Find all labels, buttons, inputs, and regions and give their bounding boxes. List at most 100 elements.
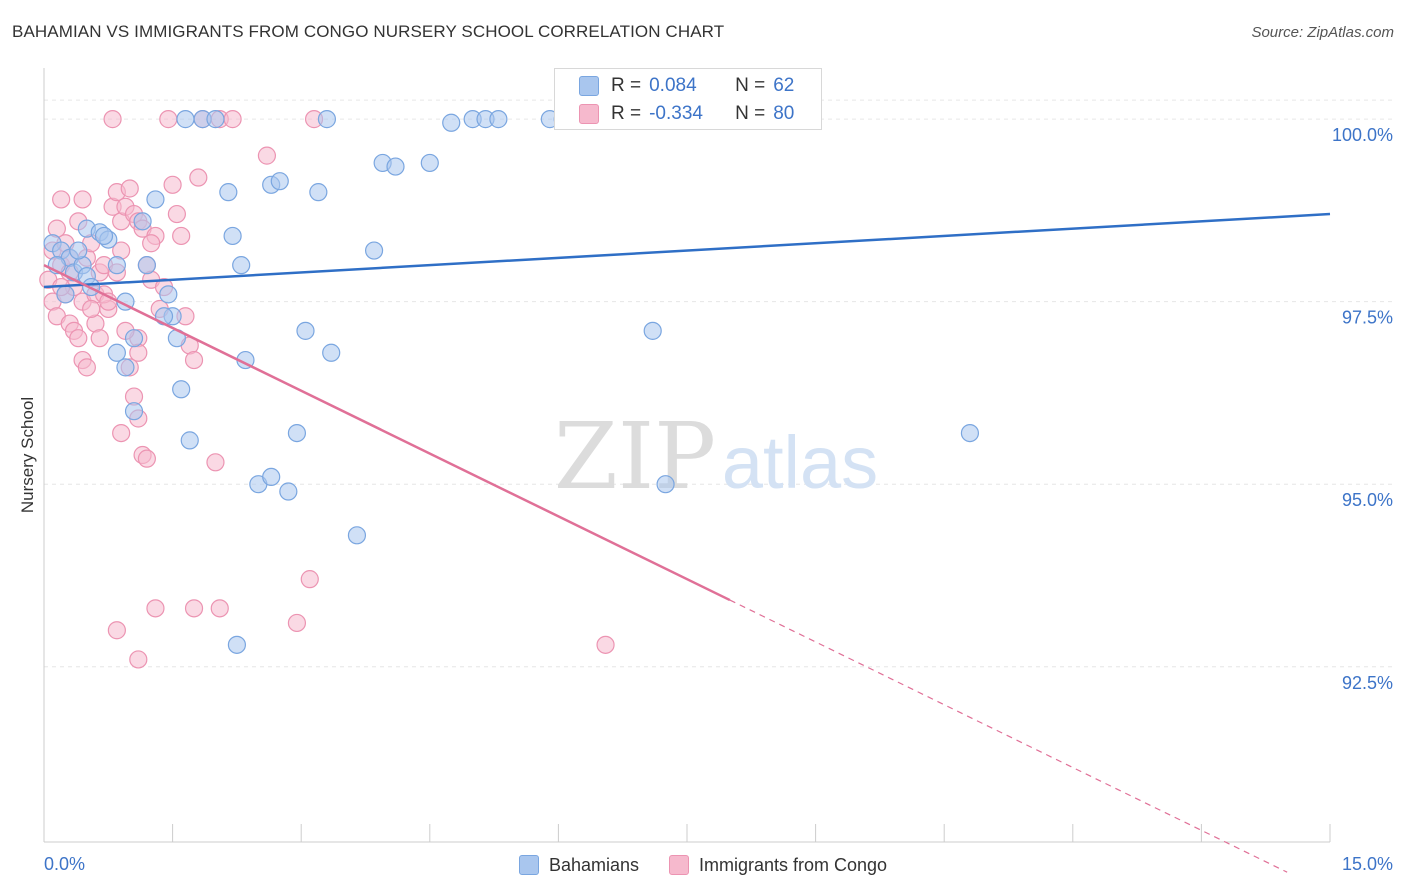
y-tick-label: 92.5%: [1342, 673, 1393, 693]
point-bahamians: [124, 402, 144, 421]
point-bahamians: [347, 526, 367, 545]
point-bahamians: [219, 183, 238, 202]
point-congo: [223, 110, 242, 129]
tick-labels: 92.5% 95.0% 97.5% 100.0% 0.0% 15.0%: [44, 125, 1393, 874]
gridlines: [44, 99, 1395, 668]
point-bahamians: [489, 110, 508, 129]
y-tick-label: 95.0%: [1342, 490, 1393, 510]
point-bahamians: [227, 635, 246, 654]
point-bahamians: [270, 172, 289, 191]
point-congo: [287, 613, 307, 633]
point-congo: [159, 110, 178, 129]
point-bahamians: [296, 321, 315, 340]
point-congo: [167, 204, 186, 224]
point-bahamians: [322, 343, 341, 362]
point-congo: [107, 621, 126, 640]
point-congo: [189, 168, 208, 187]
point-bahamians: [223, 226, 242, 246]
point-congo: [210, 599, 229, 618]
point-bahamians: [643, 321, 662, 340]
point-congo: [300, 570, 319, 589]
point-congo: [69, 329, 88, 348]
point-bahamians: [69, 241, 88, 260]
point-congo: [184, 350, 204, 370]
trend-lines: [43, 212, 1331, 873]
point-bahamians: [317, 110, 337, 129]
x-tick-label-max: 15.0%: [1342, 854, 1393, 874]
source-label: Source: ZipAtlas.com: [1251, 24, 1394, 41]
watermark-zip: ZIP: [554, 403, 716, 510]
point-bahamians: [656, 475, 675, 494]
point-congo: [112, 423, 131, 443]
point-bahamians: [309, 183, 328, 202]
point-congo: [146, 599, 165, 618]
point-bahamians: [206, 110, 225, 129]
n-value: 80: [773, 103, 795, 124]
legend-item-bahamians[interactable]: Bahamians: [518, 854, 639, 876]
stats-row-bahamians: R = 0.084 N = 62: [579, 72, 794, 100]
legend-swatch-congo: [669, 855, 689, 875]
point-bahamians: [137, 256, 156, 275]
point-bahamians: [159, 285, 178, 304]
axes: [43, 68, 1331, 843]
point-congo: [257, 146, 277, 165]
point-congo: [596, 635, 615, 654]
point-bahamians: [262, 467, 281, 487]
point-bahamians: [107, 343, 126, 362]
trend-line-congo-extrapolated: [729, 599, 1288, 873]
point-bahamians: [133, 212, 152, 231]
watermark: ZIP atlas: [554, 403, 878, 510]
points-bahamians: [43, 110, 980, 654]
point-bahamians: [124, 329, 144, 348]
trend-line-congo: [43, 264, 731, 602]
n-label: N =: [735, 75, 766, 96]
watermark-atlas: atlas: [722, 421, 878, 504]
n-value: 62: [773, 75, 795, 96]
point-bahamians: [180, 431, 199, 450]
point-bahamians: [232, 256, 251, 275]
point-bahamians: [176, 110, 195, 129]
point-congo: [120, 179, 139, 198]
point-bahamians: [172, 380, 191, 399]
point-congo: [172, 226, 191, 246]
stats-box: R = 0.084 N = 62 R = -0.334 N = 80: [554, 68, 822, 130]
point-congo: [137, 449, 156, 468]
point-congo: [163, 175, 182, 194]
stats-row-congo: R = -0.334 N = 80: [579, 100, 794, 128]
point-congo: [206, 453, 225, 472]
point-bahamians: [386, 157, 405, 176]
point-bahamians: [279, 482, 298, 501]
point-congo: [52, 190, 71, 209]
point-bahamians: [107, 256, 126, 275]
legend-label-congo: Immigrants from Congo: [699, 854, 888, 875]
point-bahamians: [116, 358, 135, 377]
point-congo: [90, 329, 109, 348]
point-bahamians: [94, 226, 114, 246]
y-tick-label: 100.0%: [1332, 125, 1393, 145]
point-bahamians: [146, 190, 165, 209]
legend-label-bahamians: Bahamians: [548, 854, 639, 875]
y-tick-label: 97.5%: [1342, 308, 1393, 328]
legend-swatch-bahamians: [518, 855, 539, 875]
n-label: N =: [735, 103, 766, 124]
r-label: R =: [611, 75, 642, 96]
r-label: R =: [611, 103, 642, 124]
point-bahamians: [960, 423, 980, 443]
point-bahamians: [364, 241, 384, 260]
legend: Bahamians Immigrants from Congo: [0, 848, 1406, 882]
point-bahamians: [420, 153, 439, 173]
point-congo: [129, 650, 148, 669]
swatch-congo: [579, 104, 599, 124]
legend-item-congo[interactable]: Immigrants from Congo: [669, 855, 887, 876]
point-congo: [142, 234, 161, 253]
point-congo: [184, 599, 204, 618]
point-congo: [77, 358, 96, 377]
point-congo: [73, 190, 92, 209]
point-congo: [103, 110, 122, 129]
point-bahamians: [287, 423, 307, 443]
r-value: -0.334: [649, 103, 703, 124]
point-bahamians: [442, 113, 461, 132]
chart-title: BAHAMIAN VS IMMIGRANTS FROM CONGO NURSER…: [12, 22, 725, 41]
swatch-bahamians: [579, 76, 599, 96]
point-congo: [82, 299, 101, 319]
